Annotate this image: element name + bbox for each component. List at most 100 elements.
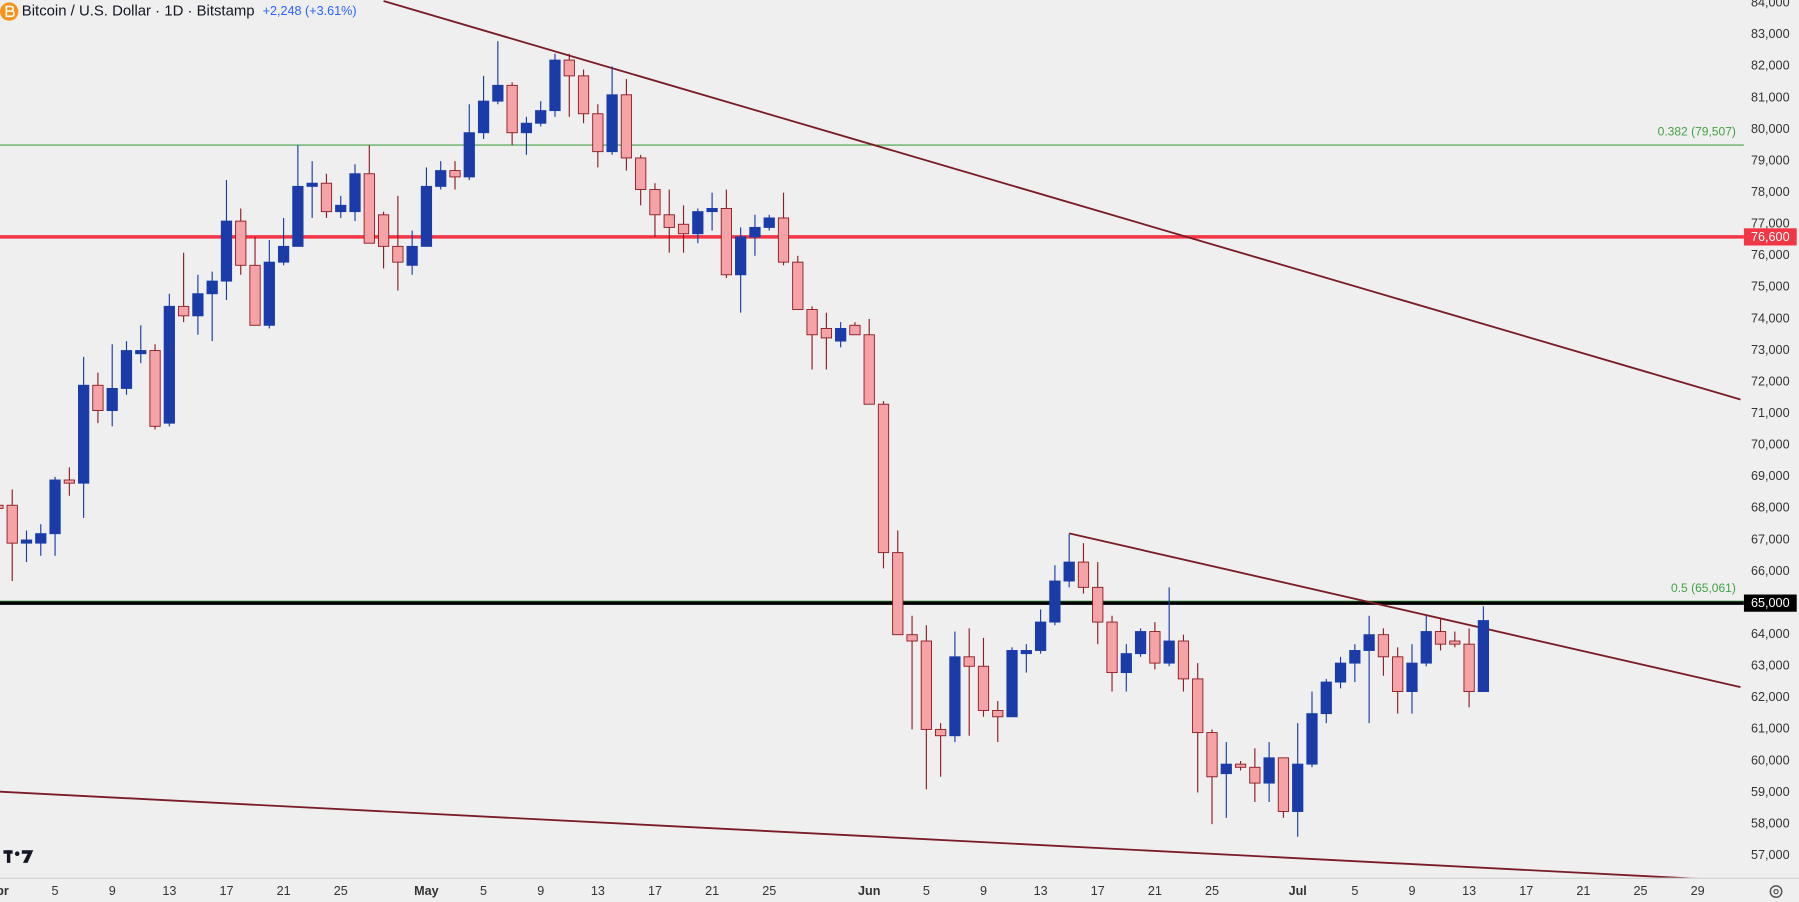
- candle-body: [906, 634, 918, 642]
- candle-body: [735, 236, 747, 276]
- candle-body: [192, 293, 204, 317]
- chart-title: Bitcoin / U.S. Dollar · 1D · Bitstamp: [22, 4, 255, 20]
- y-tick-label: 62,000: [1751, 690, 1790, 704]
- y-tick-label: 60,000: [1751, 753, 1790, 767]
- settings-button[interactable]: [1769, 885, 1783, 899]
- candle-body: [477, 100, 490, 134]
- candle-body: [320, 182, 333, 213]
- x-tick-label: 9: [1408, 884, 1415, 898]
- x-tick-label: May: [414, 884, 439, 898]
- candle-body: [592, 113, 604, 153]
- y-tick-label: 69,000: [1751, 469, 1790, 483]
- candle-body: [1063, 561, 1075, 582]
- candle-body: [1049, 580, 1061, 623]
- y-tick-label: 72,000: [1751, 374, 1790, 388]
- candle-body: [35, 533, 47, 544]
- plot-area: 0.382 (79,507) 0.5 (65,061): [0, 0, 1744, 878]
- candle-body: [277, 245, 290, 263]
- candle-body: [1077, 561, 1090, 588]
- candle-body: [377, 214, 390, 247]
- candle-body: [1120, 653, 1132, 674]
- candle-body: [649, 189, 661, 216]
- x-tick-label: 5: [923, 884, 930, 898]
- y-tick-label: 67,000: [1751, 532, 1790, 546]
- y-tick-label: 82,000: [1751, 59, 1790, 73]
- candle-body: [1006, 650, 1018, 718]
- y-tick-label: 63,000: [1751, 659, 1790, 673]
- y-tick-label: 75,000: [1751, 280, 1790, 294]
- candle-body: [163, 305, 175, 424]
- candle-body: [1020, 650, 1032, 655]
- candle-body: [635, 157, 647, 190]
- candle-body: [1449, 640, 1461, 645]
- header: Bitcoin / U.S. Dollar · 1D · Bitstamp +2…: [0, 2, 357, 21]
- candle-body: [577, 75, 590, 115]
- candle-body: [263, 261, 275, 326]
- candle-body: [949, 656, 961, 737]
- candle-body: [292, 185, 304, 247]
- candle-body: [78, 384, 90, 484]
- settings-icon[interactable]: [1769, 885, 1783, 899]
- candle-body: [92, 384, 104, 411]
- y-tick-label: 61,000: [1751, 722, 1790, 736]
- x-tick-label: 13: [162, 884, 176, 898]
- candle-body: [1334, 662, 1347, 683]
- candle-body: [1292, 763, 1304, 812]
- y-tick-label: 66,000: [1751, 564, 1790, 578]
- candle-body: [1277, 757, 1290, 812]
- candle-body: [1320, 681, 1332, 715]
- candle-body: [720, 208, 733, 276]
- candle-body: [206, 280, 218, 295]
- x-tick-label: 21: [277, 884, 291, 898]
- candle-body: [1177, 640, 1190, 680]
- candle-body: [992, 710, 1004, 718]
- settings-icon-center[interactable]: [1773, 888, 1779, 895]
- candle-body: [677, 223, 690, 235]
- trendline: [1068, 532, 1741, 689]
- price-badge-label: 65,000: [1751, 596, 1790, 610]
- y-tick-label: 83,000: [1751, 27, 1790, 41]
- x-tick-label: 21: [705, 884, 719, 898]
- candle-body: [963, 656, 975, 667]
- candle-body: [1463, 643, 1475, 692]
- candle-body: [463, 132, 475, 178]
- candle-body: [1134, 631, 1147, 655]
- candle-body: [763, 217, 775, 228]
- candle-body: [620, 94, 633, 159]
- brand-logo: [3, 850, 34, 863]
- candle-body: [506, 84, 518, 134]
- candle-body: [1034, 621, 1047, 651]
- y-tick-label: 78,000: [1751, 185, 1790, 199]
- candle-body: [535, 110, 547, 124]
- y-axis: 57,000 58,000 59,000 60,000 61,000 62,000 63,0…: [1743, 0, 1797, 862]
- candle-body: [63, 479, 75, 484]
- candle-body: [1377, 634, 1390, 658]
- x-tick-label: 9: [980, 884, 987, 898]
- candle-body: [920, 640, 932, 730]
- fib-level-label: 0.5 (65,061): [1671, 581, 1736, 595]
- candle-body: [849, 324, 861, 336]
- candle-body: [363, 173, 375, 244]
- candle-body: [1434, 631, 1447, 645]
- fib-level-label: 0.382 (79,507): [1658, 125, 1736, 139]
- candle-body: [1206, 732, 1218, 778]
- x-tick-label: 25: [1633, 884, 1647, 898]
- candle-body: [120, 350, 133, 389]
- x-tick-label: 13: [1462, 884, 1476, 898]
- candle-body: [835, 327, 847, 342]
- candle-body: [549, 59, 561, 112]
- candle-body: [435, 170, 447, 187]
- x-axis: Apr 5 9 13 17 21 25 May 5 9 13 17 21 25 Jun 5 9 13 17 21 25 J…: [0, 884, 1705, 898]
- candle-body: [892, 552, 904, 636]
- x-tick-label: 21: [1576, 884, 1590, 898]
- y-tick-label: 76,000: [1751, 248, 1790, 262]
- candle-body: [877, 403, 890, 554]
- price-change: +2,248 (+3.61%): [263, 4, 357, 18]
- candle-body: [1220, 763, 1232, 775]
- price-badge: [1743, 228, 1797, 246]
- y-tick-label: 84,000: [1751, 0, 1790, 10]
- candle-body: [106, 387, 118, 411]
- x-tick-label: 5: [480, 884, 487, 898]
- y-tick-label: 81,000: [1751, 90, 1790, 104]
